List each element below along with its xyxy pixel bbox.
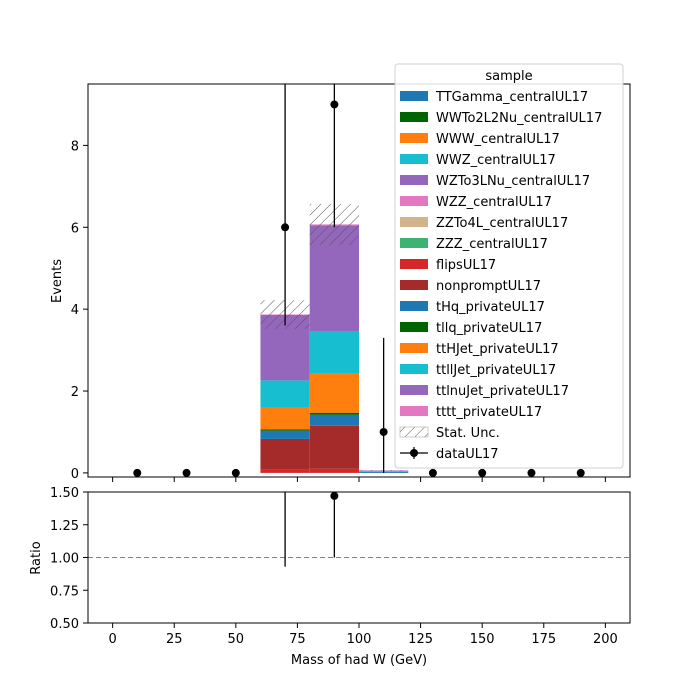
legend-swatch-WZZ_centralUL17 [400, 196, 428, 206]
ratio-y-axis-label: Ratio [29, 541, 44, 574]
stacked-histogram [260, 224, 409, 473]
bar-tllq_privateUL17-bin-4 [309, 412, 359, 415]
data-point-0 [133, 468, 142, 477]
bar-flipsUL17-bin-4 [309, 468, 359, 473]
legend-swatch-stat-unc [399, 426, 429, 438]
legend-label-ttlnuJet_privateUL17: ttlnuJet_privateUL17 [436, 384, 569, 399]
ratio-points [284, 491, 339, 567]
legend-swatch-WWZ_centralUL17 [400, 154, 428, 164]
main-y-axis-label: Events [50, 259, 65, 303]
main-panel: 0 2 4 6 8 Events [50, 83, 631, 482]
main-y-tick-label-4: 4 [71, 303, 79, 318]
ratio-y-tick-label-4: 1.50 [50, 486, 79, 501]
bar-nonpromptUL17-bin-4 [309, 425, 359, 469]
legend-label-WZZ_centralUL17: WZZ_centralUL17 [436, 195, 552, 210]
x-tick-label-175: 175 [531, 632, 556, 647]
legend-label-ZZTo4L_centralUL17: ZZTo4L_centralUL17 [436, 216, 568, 231]
legend: sample TTGamma_centralUL17 WWTo2L2Nu_cent… [394, 63, 624, 469]
data-point-7 [478, 468, 487, 477]
data-point-5 [379, 427, 388, 436]
bar-tHq_privateUL17-bin-4 [309, 414, 359, 426]
x-tick-label-25: 25 [166, 632, 183, 647]
legend-swatch-tllq_privateUL17 [400, 322, 428, 332]
x-tick-label-75: 75 [289, 632, 306, 647]
data-point-6 [428, 468, 437, 477]
data-point-1 [182, 468, 191, 477]
bar-ttHJet_privateUL17-bin-4 [309, 373, 359, 413]
main-y-tick-label-6: 6 [71, 221, 79, 236]
x-tick-label-100: 100 [347, 632, 372, 647]
ratio-y-tick-label-1: 0.75 [50, 584, 79, 599]
data-point-8 [527, 468, 536, 477]
main-y-tick-label-2: 2 [71, 385, 79, 400]
legend-label-WWTo2L2Nu_centralUL17: WWTo2L2Nu_centralUL17 [436, 111, 602, 126]
x-tick-label-0: 0 [108, 632, 116, 647]
legend-label-nonpromptUL17: nonpromptUL17 [436, 279, 541, 294]
legend-swatch-flipsUL17 [400, 259, 428, 269]
legend-label-WWW_centralUL17: WWW_centralUL17 [436, 132, 560, 147]
bar-nonpromptUL17-bin-3 [260, 438, 310, 470]
bar-ttHJet_privateUL17-bin-3 [260, 406, 310, 430]
main-y-axis: 0 2 4 6 8 [71, 139, 88, 482]
legend-swatch-ttlnuJet_privateUL17 [400, 385, 428, 395]
legend-swatch-TTGamma_centralUL17 [400, 91, 428, 101]
legend-label-ttllJet_privateUL17: ttllJet_privateUL17 [436, 363, 556, 378]
legend-entries: TTGamma_centralUL17 WWTo2L2Nu_centralUL17… [399, 90, 602, 462]
legend-swatch-tHq_privateUL17 [400, 301, 428, 311]
legend-frame [394, 63, 624, 469]
main-y-tick-label-8: 8 [71, 139, 79, 154]
legend-swatch-ZZZ_centralUL17 [400, 238, 428, 248]
legend-marker-data [410, 449, 418, 457]
legend-swatch-WZTo3LNu_centralUL17 [400, 175, 428, 185]
main-x-axis-ticks [112, 477, 606, 482]
main-y-tick-label-0: 0 [71, 467, 79, 482]
ratio-y-tick-label-0: 0.50 [50, 617, 79, 632]
x-tick-label-125: 125 [408, 632, 433, 647]
legend-swatch-tttt_privateUL17 [400, 406, 428, 416]
bar-flipsUL17-bin-3 [260, 469, 310, 473]
legend-swatch-WWW_centralUL17 [400, 133, 428, 143]
legend-swatch-nonpromptUL17 [400, 280, 428, 290]
legend-label-ZZZ_centralUL17: ZZZ_centralUL17 [436, 237, 548, 252]
data-point-9 [576, 468, 585, 477]
legend-label-WZTo3LNu_centralUL17: WZTo3LNu_centralUL17 [436, 174, 590, 189]
ratio-y-tick-label-3: 1.25 [50, 519, 79, 534]
data-point-2 [231, 468, 240, 477]
legend-label-WWZ_centralUL17: WWZ_centralUL17 [436, 153, 556, 168]
legend-label-tllq_privateUL17: tllq_privateUL17 [436, 321, 542, 336]
bar-ttllJet_privateUL17-bin-4 [309, 331, 359, 374]
legend-label-Stat. Unc.: Stat. Unc. [436, 426, 500, 441]
x-axis-label: Mass of had W (GeV) [291, 653, 427, 668]
data-point-3 [281, 223, 290, 232]
legend-label-flipsUL17: flipsUL17 [436, 258, 496, 273]
legend-label-TTGamma_centralUL17: TTGamma_centralUL17 [435, 90, 588, 105]
data-point-4 [330, 100, 339, 109]
legend-label-ttHJet_privateUL17: ttHJet_privateUL17 [436, 342, 559, 357]
legend-swatch-ZZTo4L_centralUL17 [400, 217, 428, 227]
ratio-point-1 [330, 491, 339, 500]
legend-label-dataUL17: dataUL17 [436, 447, 499, 462]
legend-swatch-ttHJet_privateUL17 [400, 343, 428, 353]
legend-swatch-WWTo2L2Nu_centralUL17 [400, 112, 428, 122]
x-tick-label-150: 150 [470, 632, 495, 647]
bar-tHq_privateUL17-bin-3 [260, 430, 310, 439]
x-tick-label-50: 50 [228, 632, 245, 647]
data-points [133, 84, 585, 477]
legend-title: sample [485, 69, 532, 84]
legend-swatch-ttllJet_privateUL17 [400, 364, 428, 374]
ratio-y-tick-label-2: 1.00 [50, 552, 79, 567]
ratio-x-axis: 0 25 50 75 100 125 150 175 200 [108, 623, 618, 647]
bar-ttllJet_privateUL17-bin-3 [260, 380, 310, 407]
legend-label-tttt_privateUL17: tttt_privateUL17 [436, 405, 542, 420]
bar-tllq_privateUL17-bin-3 [260, 429, 310, 431]
legend-label-tHq_privateUL17: tHq_privateUL17 [436, 300, 545, 315]
ratio-y-axis: 0.50 0.75 1.00 1.25 1.50 [50, 486, 88, 632]
x-tick-label-200: 200 [593, 632, 618, 647]
ratio-panel: 0.50 0.75 1.00 1.25 1.50 0 25 50 75 100 125 150 175… [29, 486, 631, 668]
